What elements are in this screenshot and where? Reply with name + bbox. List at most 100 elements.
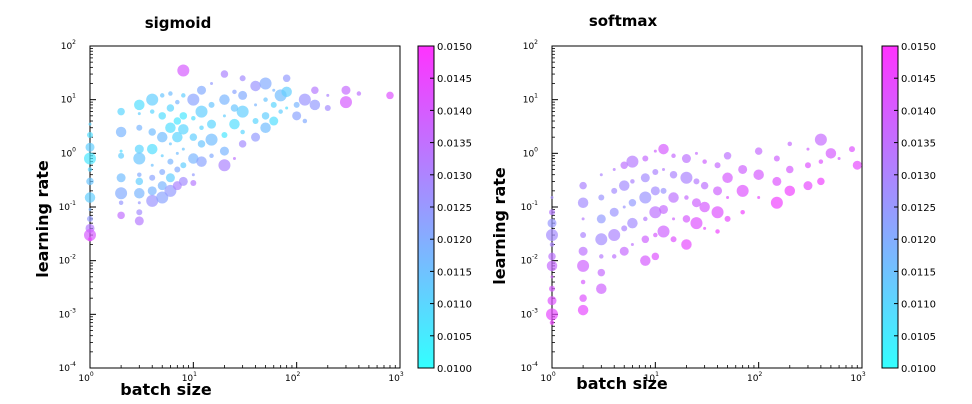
scatter-point xyxy=(88,207,92,211)
scatter-point xyxy=(218,159,231,172)
y-tick-label: 100 xyxy=(523,146,538,159)
scatter-point xyxy=(620,161,628,169)
scatter-point xyxy=(669,170,678,179)
scatter-point xyxy=(699,201,710,213)
scatter-point xyxy=(341,85,351,95)
scatter-point xyxy=(86,177,94,186)
scatter-point xyxy=(817,177,825,186)
y-tick-label: 100 xyxy=(61,146,76,159)
y-tick-label: 102 xyxy=(523,39,538,52)
y-tick-label: 10-4 xyxy=(521,361,539,374)
scatter-point xyxy=(197,85,207,95)
y-tick-label: 10-2 xyxy=(521,254,539,267)
scatter-point xyxy=(596,283,607,294)
scatter-point xyxy=(599,254,604,259)
scatter-point xyxy=(118,200,124,206)
scatter-point xyxy=(179,112,188,120)
scatter-point xyxy=(694,151,698,155)
scatter-point xyxy=(619,246,629,256)
scatter-point xyxy=(205,133,218,146)
scatter-point xyxy=(254,103,258,107)
scatter-points xyxy=(84,64,394,242)
scatter-point xyxy=(239,75,246,82)
scatter-point xyxy=(670,236,677,243)
colorbar-tick-label: 0.0145 xyxy=(437,74,472,85)
scatter-point xyxy=(773,155,780,162)
scatter-point xyxy=(626,155,639,168)
scatter-point xyxy=(240,129,245,135)
scatter-point xyxy=(232,157,236,161)
scatter-point xyxy=(158,112,166,120)
scatter-point xyxy=(236,105,249,118)
scatter-point xyxy=(87,167,93,172)
scatter-point xyxy=(715,229,720,234)
scatter-point xyxy=(650,186,660,196)
scatter-point xyxy=(85,142,95,152)
scatter-point xyxy=(272,88,276,92)
scatter-point xyxy=(546,308,558,321)
scatter-point xyxy=(612,167,616,171)
scatter-point xyxy=(668,192,679,203)
scatter-point xyxy=(118,152,125,159)
scatter-point xyxy=(550,196,554,200)
scatter-point xyxy=(662,167,666,171)
colorbar-tick-label: 0.0130 xyxy=(901,171,936,182)
colorbar-tick-label: 0.0145 xyxy=(901,74,936,85)
scatter-point xyxy=(786,165,794,174)
scatter-point xyxy=(281,86,292,98)
colorbar-tick-label: 0.0140 xyxy=(901,106,936,117)
sigmoid-panel: sigmoid learning rate batch size 100 101 1… xyxy=(33,14,472,399)
scatter-point xyxy=(684,195,689,200)
scatter-point xyxy=(546,229,558,242)
scatter-point xyxy=(210,82,214,86)
scatter-point xyxy=(660,187,667,194)
x-tick-label: 100 xyxy=(78,371,93,384)
scatter-point xyxy=(618,180,630,191)
colorbar-tick-label: 0.0130 xyxy=(437,171,472,182)
scatter-point xyxy=(722,172,733,184)
scatter-point xyxy=(149,109,155,114)
scatter-point xyxy=(837,157,841,161)
scatter-point xyxy=(680,171,693,184)
colorbar-tick-label: 0.0150 xyxy=(901,42,936,53)
scatter-point xyxy=(195,105,208,118)
chart-title: softmax xyxy=(589,12,658,30)
scatter-point xyxy=(549,209,555,216)
scatter-point xyxy=(693,178,700,185)
scatter-point xyxy=(814,133,827,146)
y-tick-label: 10-1 xyxy=(521,200,539,213)
scatter-point xyxy=(547,296,557,306)
scatter-point xyxy=(252,118,259,125)
scatter-point xyxy=(165,122,176,133)
scatter-point xyxy=(309,99,321,111)
scatter-point xyxy=(175,99,180,105)
scatter-point xyxy=(232,89,237,95)
y-tick-label: 102 xyxy=(61,39,76,52)
scatter-point xyxy=(230,104,239,112)
scatter-point xyxy=(653,149,657,153)
colorbar-tick-label: 0.0140 xyxy=(437,106,472,117)
scatter-point xyxy=(550,275,554,279)
scatter-point xyxy=(178,176,188,186)
scatter-point xyxy=(156,131,168,143)
scatter-point xyxy=(165,173,175,183)
scatter-point xyxy=(187,93,200,106)
colorbar-tick-label: 0.0105 xyxy=(901,332,936,343)
scatter-point xyxy=(302,118,308,124)
scatter-point xyxy=(652,168,659,175)
scatter-point xyxy=(146,143,158,155)
scatter-point xyxy=(772,176,782,186)
scatter-point xyxy=(649,206,662,219)
scatter-point xyxy=(134,99,145,111)
scatter-point xyxy=(311,86,319,94)
scatter-point xyxy=(156,191,169,204)
scatter-point xyxy=(177,64,190,77)
scatter-point xyxy=(84,229,96,242)
scatter-point xyxy=(784,185,796,197)
scatter-point xyxy=(168,142,172,146)
x-tick-label: 103 xyxy=(850,371,865,384)
y-tick-label: 10-3 xyxy=(521,307,539,320)
scatter-point xyxy=(852,160,862,170)
scatter-point xyxy=(197,140,206,148)
scatter-point xyxy=(339,96,352,109)
